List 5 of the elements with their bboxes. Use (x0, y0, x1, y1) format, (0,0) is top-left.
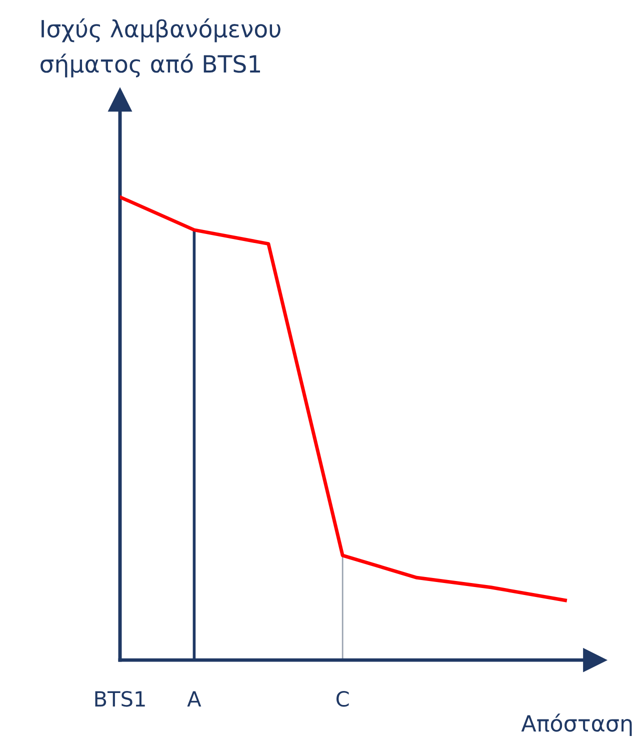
x-tick-label: A (187, 691, 202, 706)
text: Ισχύς λαμβανόμενου σήματος από BTS1 (40, 18, 280, 78)
x-tick-label: BTS1 (95, 690, 145, 707)
x-axis-title: Απόσταση (521, 714, 632, 736)
x-tick-label: C (336, 690, 349, 707)
